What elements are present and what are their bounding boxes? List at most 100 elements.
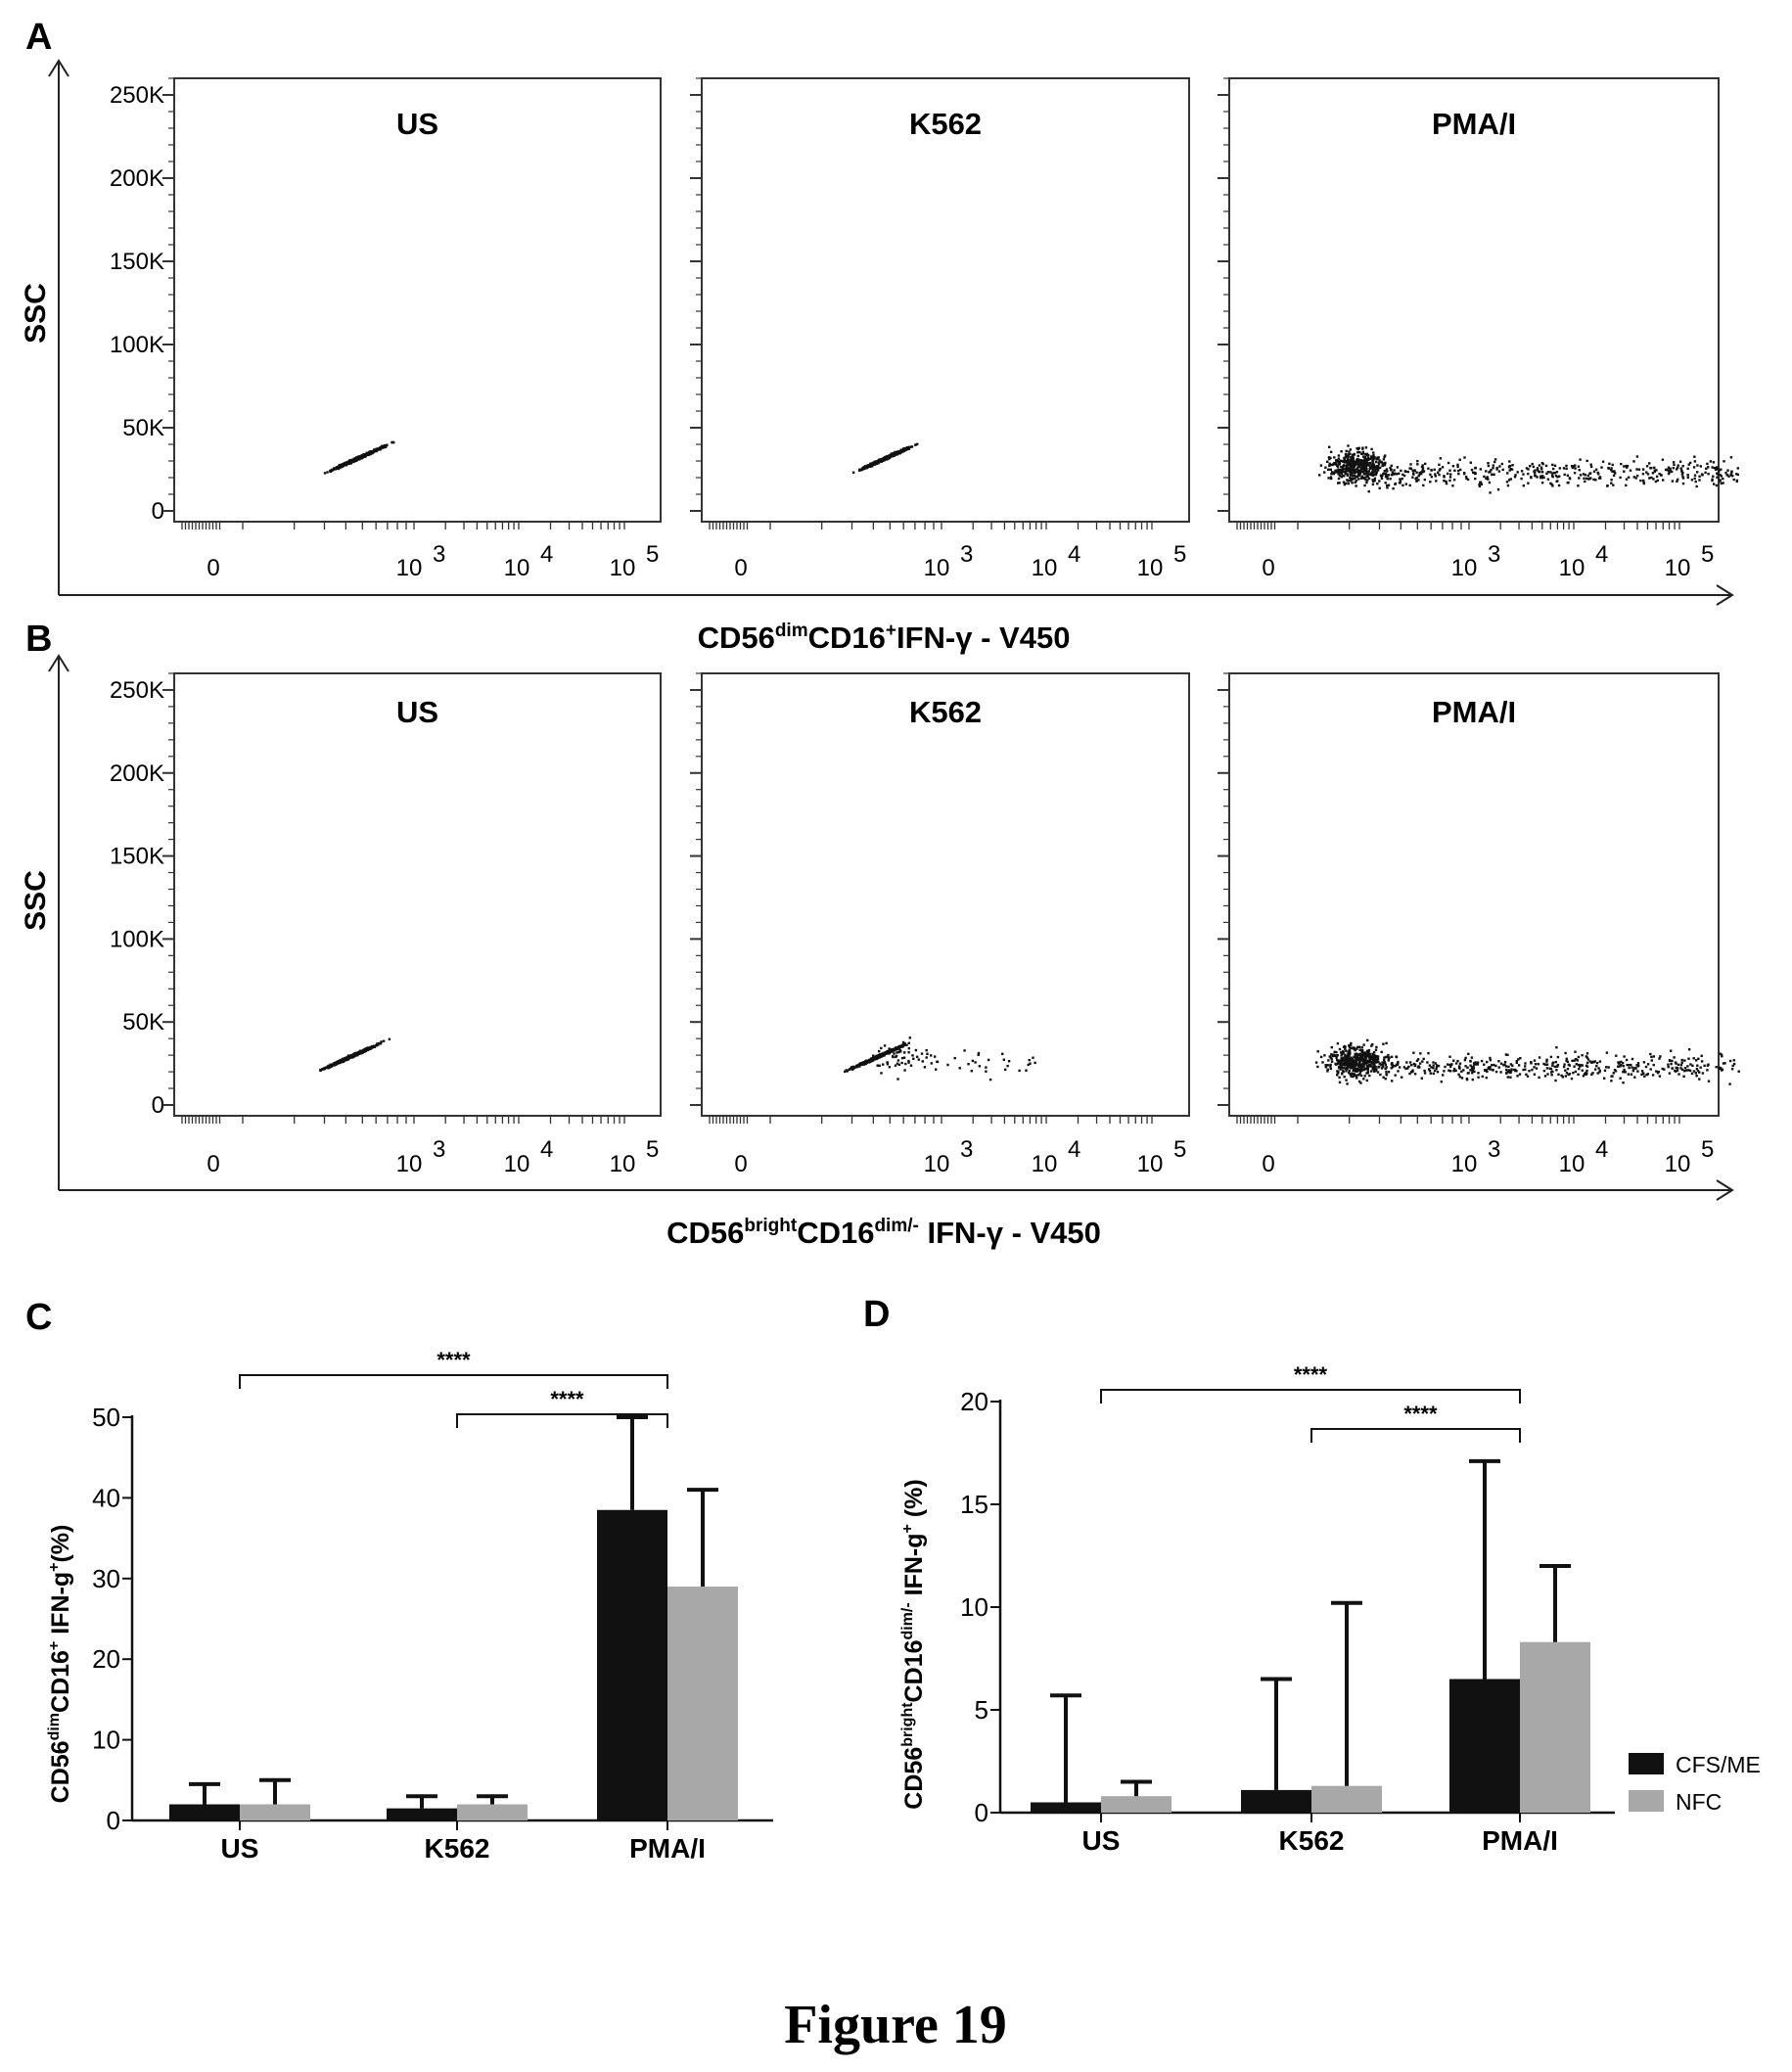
flow-event-dot [1709,460,1713,463]
flow-event-dot [1556,1065,1559,1068]
flow-event-dot [1347,464,1351,467]
flow-event-dot [1515,1061,1518,1064]
flow-event-dot [1534,475,1538,478]
flow-event-dot [1421,1060,1424,1063]
flow-event-dot [1372,480,1375,483]
flow-event-dot [1693,474,1697,477]
flow-event-dot [1330,1053,1333,1056]
flow-event-dot [1007,1060,1011,1063]
flow-event-dot [341,463,344,467]
flow-event-dot [1730,474,1733,477]
flow-event-dot [1349,467,1352,470]
flow-event-dot [1719,1052,1722,1055]
flow-event-dot [870,1059,873,1062]
flow-event-dot [1345,455,1348,458]
flow-event-dot [1357,474,1360,478]
flow-event-dot [1350,1067,1353,1070]
flow-event-dot [1686,474,1689,477]
flow-event-dot [1676,480,1678,483]
flow-event-dot [1375,460,1378,464]
bar-d-bar-cfsme [1241,1789,1311,1813]
flow-event-dot [1654,480,1658,483]
flow-event-dot [1355,1063,1357,1066]
flow-event-dot [1353,1056,1355,1059]
flow-event-dot [349,461,352,465]
flow-event-dot [375,449,379,452]
flow-event-dot [1375,1068,1378,1071]
flow-event-dot [884,456,887,460]
flow-event-dot [1605,1066,1608,1069]
flow-event-dot [326,471,329,474]
flow-event-dot [1339,472,1342,475]
bar-d-ytick-label: 20 [960,1387,988,1416]
flow-event-dot [1439,467,1442,471]
flow-event-dot [1736,473,1739,477]
flow-event-dot [1374,473,1378,477]
flow-event-dot [1623,470,1626,473]
flow-event-dot [1485,1076,1488,1080]
flow-event-dot [1383,1060,1386,1064]
flow-event-dot [1699,1066,1702,1069]
flow-event-dot [1405,1061,1408,1064]
flow-event-dot [1577,465,1581,468]
flow-event-dot [1356,447,1359,451]
flow-event-dot [1701,474,1704,477]
flow-event-dot [1591,1072,1594,1075]
flow-event-dot [1457,1065,1461,1068]
flow-event-dot [1469,1069,1472,1072]
flow-event-dot [1713,483,1716,485]
flow-event-dot [930,1062,933,1065]
flow-event-dot [1323,471,1326,474]
flow-b-xtick-exponent: 4 [1068,1136,1080,1163]
flow-event-dot [1338,1076,1341,1079]
flow-event-dot [1719,474,1722,477]
flow-event-dot [1408,467,1411,470]
flow-event-dot [1340,1051,1343,1054]
flow-event-dot [1603,1077,1606,1080]
flow-event-dot [1365,1079,1368,1082]
flow-event-dot [1353,1067,1355,1070]
flow-event-dot [1004,1068,1007,1071]
flow-event-dot [1480,1059,1484,1063]
flow-event-dot [872,1057,875,1060]
flow-a-xtick-label: 0 [207,555,219,581]
flow-event-dot [1345,472,1348,475]
flow-event-dot [1484,1069,1487,1072]
flow-event-dot [1730,471,1733,474]
flow-event-dot [895,1047,897,1050]
flow-event-dot [1400,469,1402,473]
flow-event-dot [1029,1062,1032,1065]
flow-event-dot [376,1042,379,1045]
flow-event-dot [1347,480,1350,483]
flow-event-dot [889,454,893,457]
flow-event-dot [1448,476,1452,479]
flow-event-dot [1354,481,1356,483]
flow-event-dot [1348,467,1351,470]
flow-event-dot [1335,462,1338,465]
flow-event-dot [1374,1054,1377,1058]
flow-event-dot [1338,1047,1342,1051]
flow-event-dot [1579,458,1582,461]
flow-event-dot [1330,1060,1334,1063]
flow-event-dot [1514,474,1517,477]
flow-event-dot [1456,1059,1459,1063]
flow-event-dot [971,1059,975,1063]
flow-event-dot [1399,478,1401,481]
flow-event-dot [1504,1065,1508,1068]
flow-event-dot [1628,1066,1631,1070]
flow-event-dot [1344,1047,1347,1051]
flow-event-dot [1593,1068,1597,1071]
flow-event-dot [1727,475,1730,478]
flow-event-dot [1398,1066,1401,1069]
flow-event-dot [1485,470,1488,473]
flow-event-dot [372,451,375,454]
flow-event-dot [1359,1074,1363,1078]
flow-event-dot [1730,1068,1734,1071]
flow-event-dot [1728,1059,1732,1063]
flow-event-dot [1658,1057,1661,1060]
flow-event-dot [1357,472,1360,476]
flow-event-dot [902,449,906,452]
flow-a-xtick-label: 10 [1032,555,1058,581]
flow-event-dot [1698,479,1701,482]
